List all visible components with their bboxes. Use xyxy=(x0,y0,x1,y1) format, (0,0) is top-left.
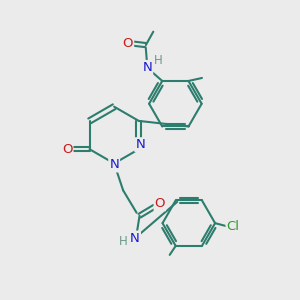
Text: Cl: Cl xyxy=(226,220,239,232)
Text: H: H xyxy=(154,55,163,68)
Text: N: N xyxy=(130,232,140,244)
Text: O: O xyxy=(123,37,133,50)
Text: O: O xyxy=(62,143,73,156)
Text: H: H xyxy=(119,235,128,248)
Text: O: O xyxy=(154,197,165,210)
Text: N: N xyxy=(135,138,145,151)
Text: N: N xyxy=(109,158,119,171)
Text: N: N xyxy=(142,61,152,74)
